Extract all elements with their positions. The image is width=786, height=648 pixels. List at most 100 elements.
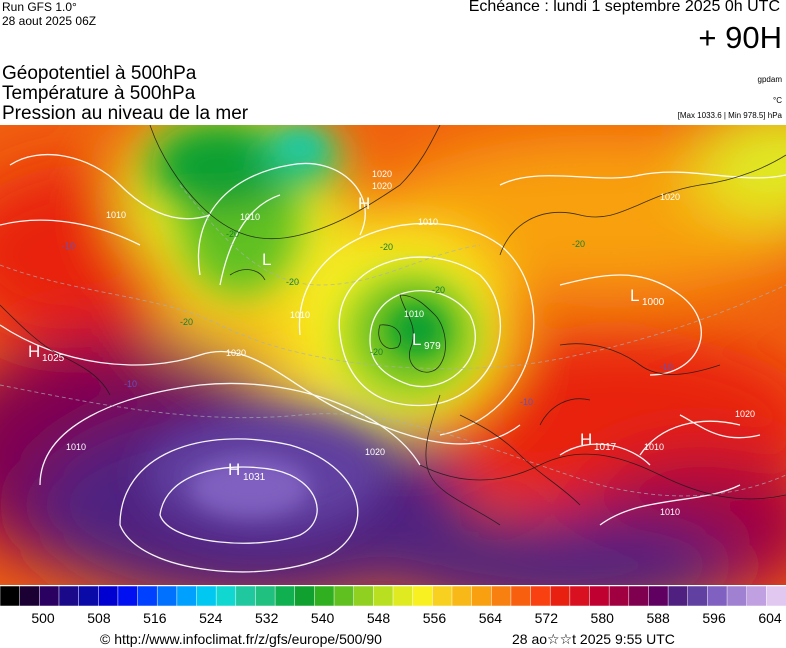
temperature-label: -20 [226, 229, 239, 239]
isobar-label: 1010 [66, 442, 86, 452]
color-scale-tick-label: 532 [255, 610, 279, 626]
color-swatch [569, 586, 591, 606]
color-swatch [117, 586, 139, 606]
isobar-label: 1020 [365, 447, 385, 457]
unit-temperature: °C [773, 96, 782, 105]
color-swatch [19, 586, 41, 606]
svg-text:L: L [412, 330, 421, 349]
center-value: 979 [424, 341, 441, 352]
color-scale-tick-label: 516 [143, 610, 167, 626]
isobar-label: 1010 [290, 310, 310, 320]
isobar-label: 1010 [404, 309, 424, 319]
isobars [0, 153, 786, 573]
temperature-label: -20 [286, 277, 299, 287]
low-center-greenland: L [262, 250, 271, 269]
color-swatch [491, 586, 512, 606]
temperature-label: -20 [370, 347, 383, 357]
pressure-range-label: [Max 1033.6 | Min 978.5] hPa [677, 111, 782, 120]
low-center-scotland: L 979 [412, 330, 441, 352]
temperature-label: -20 [180, 317, 193, 327]
color-scale-tick-label: 588 [646, 610, 670, 626]
isobar-labels: 1010 1010 1020 1020 1010 1010 1010 1020 … [66, 169, 755, 517]
color-swatch [549, 586, 571, 606]
high-center-azores: H 1031 [228, 460, 266, 483]
high-center-balkans: H 1017 [580, 430, 617, 453]
color-swatch [510, 586, 532, 606]
temperature-labels-cold: -10 -10 -10 -10 [62, 241, 673, 407]
temperature-labels: -20 -20 -20 -20 -20 -20 -20 [180, 229, 585, 357]
weather-map: H 1025 H 1031 H 1017 H L 979 L 1000 L 10… [0, 125, 786, 585]
coastlines [0, 125, 786, 526]
high-center-newfoundland: H 1025 [28, 342, 65, 364]
color-swatch [39, 586, 60, 606]
color-swatch [648, 586, 669, 606]
color-swatch [589, 586, 610, 606]
svg-text:H: H [28, 342, 40, 361]
color-swatch [215, 586, 237, 606]
color-swatch [78, 586, 100, 606]
unit-geopotential: gpdam [757, 75, 782, 84]
color-swatch [530, 586, 552, 606]
center-value: 1031 [243, 472, 266, 483]
run-label: Run GFS 1.0° [2, 0, 77, 14]
color-scale-tick-label: 556 [422, 610, 447, 626]
low-center-eastern-europe: L 1000 [630, 286, 665, 308]
color-swatch [746, 586, 768, 606]
color-swatch [137, 586, 159, 606]
color-scale-tick-label: 572 [534, 610, 558, 626]
color-swatch [687, 586, 709, 606]
color-swatch [235, 586, 257, 606]
svg-text:H: H [228, 460, 240, 479]
forecast-valid-time: Echéance : lundi 1 septembre 2025 0h UTC [468, 0, 780, 15]
isobar-label: 1020 [226, 348, 246, 358]
color-swatch [628, 586, 650, 606]
color-scale-tick-label: 564 [478, 610, 503, 626]
credit-url: © http://www.infoclimat.fr/z/gfs/europe/… [100, 631, 382, 647]
isobar-label: 1010 [660, 507, 680, 517]
color-scale-tick-label: 596 [702, 610, 726, 626]
color-scale-tick-label: 548 [366, 610, 391, 626]
svg-text:H: H [580, 430, 592, 449]
svg-text:H: H [358, 194, 370, 213]
temperature-label: -10 [520, 397, 533, 407]
temperature-label: -10 [62, 241, 75, 251]
color-scale-tick-label: 604 [758, 610, 782, 626]
color-scale-bar [0, 586, 786, 606]
isobar-label: 1020 [372, 169, 392, 179]
center-value: 1025 [42, 353, 65, 364]
color-swatch [707, 586, 728, 606]
isobar-label: 1010 [418, 217, 438, 227]
temperature-label: -10 [660, 362, 673, 372]
color-scale-tick-label: 508 [87, 610, 111, 626]
isobar-label: 1010 [644, 442, 664, 452]
credit-timestamp: 28 ao☆☆t 2025 9:55 UTC [512, 631, 675, 647]
color-swatch [608, 586, 630, 606]
center-value: 1017 [594, 442, 617, 453]
high-center-greenland: H [358, 194, 370, 213]
color-swatch [294, 586, 316, 606]
color-swatch [98, 586, 119, 606]
isobar-label: 1020 [735, 409, 755, 419]
run-date: 28 aout 2025 06Z [2, 14, 97, 28]
color-scale-tick-label: 580 [590, 610, 614, 626]
center-value: 1000 [642, 297, 665, 308]
color-swatch [176, 586, 198, 606]
color-swatch [451, 586, 473, 606]
isobar-label: 1010 [240, 212, 260, 222]
color-swatch [412, 586, 434, 606]
temperature-label: -20 [432, 285, 445, 295]
color-swatch [726, 586, 748, 606]
isobar-label: 1010 [106, 210, 126, 220]
color-swatch [392, 586, 414, 606]
color-swatch [471, 586, 493, 606]
isobar-label: 1020 [372, 181, 392, 191]
color-swatch [373, 586, 394, 606]
color-scale-tick-label: 500 [31, 610, 55, 626]
color-swatch [156, 586, 178, 606]
svg-text:L: L [262, 250, 271, 269]
temperature-label: -20 [380, 242, 393, 252]
color-swatch [255, 586, 276, 606]
temperature-label: -20 [572, 239, 585, 249]
temperature-contours [0, 184, 786, 497]
temperature-label: -10 [124, 379, 137, 389]
